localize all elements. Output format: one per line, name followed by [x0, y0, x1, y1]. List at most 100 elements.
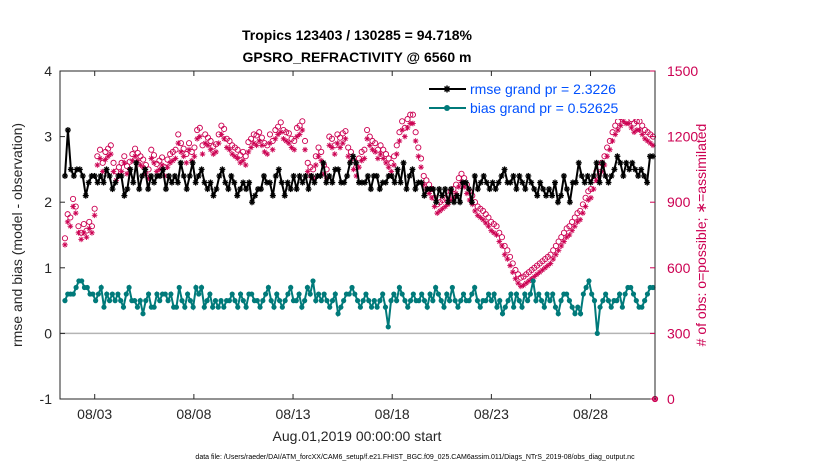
obs-possible-point — [415, 144, 422, 151]
rmse-point-stroke — [552, 179, 558, 186]
bias-point — [407, 298, 414, 304]
rmse-point — [364, 172, 371, 179]
bias-point — [151, 304, 157, 310]
obs-assimilated-point-stroke — [243, 162, 248, 168]
obs-possible-point — [96, 146, 104, 153]
bias-point — [132, 298, 138, 304]
obs-possible-point — [70, 195, 77, 202]
obs-possible-point — [80, 221, 87, 228]
rmse-point — [632, 166, 639, 173]
rmse-point — [162, 186, 169, 193]
obs-assimilated-point — [67, 223, 74, 230]
rmse-point — [400, 159, 407, 166]
rmse-point-stroke — [445, 199, 451, 205]
obs-possible-point — [121, 153, 128, 160]
rmse-point-stroke — [392, 179, 398, 186]
rmse-point — [61, 172, 68, 179]
bias-point — [299, 304, 305, 310]
rmse-point — [587, 179, 594, 186]
legend-rmse-marker-stroke — [443, 85, 451, 93]
obs-assimilated-point-stroke — [418, 164, 424, 170]
rmse-point-stroke — [442, 186, 448, 192]
bias-point — [619, 304, 625, 310]
obs-assimilated-point — [286, 140, 292, 146]
bias-point — [176, 284, 182, 291]
obs-assimilated-point — [625, 120, 632, 127]
bias-point — [173, 304, 180, 310]
rmse-point-stroke — [543, 193, 549, 199]
rmse-point — [614, 153, 621, 160]
obs-assimilated-point-stroke — [351, 167, 356, 172]
obs-assimilated-point-stroke — [270, 147, 275, 153]
obs-possible-point — [380, 146, 387, 153]
bias-point — [452, 298, 458, 304]
rmse-point — [228, 172, 235, 179]
bias-point — [187, 298, 193, 304]
rmse-point-stroke — [522, 186, 528, 192]
rmse-point — [507, 179, 514, 186]
obs-assimilated-point-stroke — [213, 149, 219, 155]
x-tick-label: 08/23 — [474, 406, 509, 422]
rmse-point — [130, 179, 137, 186]
obs-possible-point — [226, 137, 233, 145]
bias-point — [499, 311, 506, 317]
rmse-point — [552, 179, 559, 186]
obs-assimilated-point-stroke — [464, 191, 470, 196]
rmse-point-stroke — [112, 179, 119, 186]
obs-assimilated-point — [396, 138, 403, 144]
bias-point — [455, 304, 461, 310]
obs-possible-point — [328, 135, 336, 142]
rmse-point — [106, 172, 113, 179]
bias-point — [296, 291, 302, 297]
obs-possible-point — [560, 229, 568, 236]
rmse-point-stroke — [528, 179, 534, 186]
obs-assimilated-point-stroke — [227, 147, 232, 153]
bias-point — [494, 304, 500, 310]
rmse-point — [397, 179, 404, 186]
plot-frame — [59, 70, 656, 400]
obs-assimilated-point-stroke — [645, 138, 650, 144]
obs-assimilated-point — [377, 151, 384, 157]
obs-possible-point — [123, 163, 131, 170]
obs-assimilated-point-stroke — [157, 167, 162, 172]
obs-assimilated-point-stroke — [453, 191, 459, 196]
bias-point — [324, 298, 330, 304]
rmse-point-stroke — [267, 179, 273, 186]
rmse-point — [510, 172, 517, 179]
rmse-point-stroke — [591, 173, 597, 179]
bias-point — [120, 304, 127, 310]
rmse-point-stroke — [240, 179, 246, 186]
obs-assimilated-point-stroke — [405, 125, 410, 131]
rmse-point-stroke — [124, 186, 130, 192]
obs-assimilated-point-stroke — [262, 149, 267, 155]
rmse-point — [79, 172, 86, 179]
rmse-point — [171, 172, 178, 179]
rmse-point-stroke — [549, 193, 555, 199]
obs-possible-point — [361, 146, 368, 153]
obs-assimilated-point — [509, 269, 516, 275]
rmse-point-stroke — [513, 186, 519, 192]
obs-assimilated-point — [504, 256, 511, 262]
bias-point — [346, 291, 352, 297]
bias-point — [474, 298, 481, 304]
rmse-point-stroke — [635, 173, 641, 179]
left-tick-label: -1 — [40, 391, 53, 407]
obs-assimilated-point — [612, 131, 619, 138]
obs-assimilated-point — [226, 146, 233, 153]
bias-point — [533, 298, 539, 304]
rmse-point — [412, 186, 419, 193]
obs-assimilated-point-stroke — [92, 213, 97, 218]
rmse-point — [543, 192, 550, 199]
rmse-point-stroke — [323, 179, 329, 186]
bias-point — [98, 284, 104, 291]
rmse-point-stroke — [412, 186, 418, 192]
x-axis-ticks: 08/03 08/08 08/13 08/18 08/23 08/28 — [77, 71, 608, 422]
obs-assimilated-point-stroke — [580, 210, 586, 216]
obs-assimilated-point-stroke — [122, 160, 127, 166]
rmse-point — [165, 172, 172, 179]
rmse-point — [462, 179, 469, 186]
rmse-point — [94, 179, 101, 186]
rmse-point — [593, 159, 600, 166]
obs-assimilated-point-stroke — [197, 134, 203, 139]
rmse-point — [448, 186, 455, 193]
